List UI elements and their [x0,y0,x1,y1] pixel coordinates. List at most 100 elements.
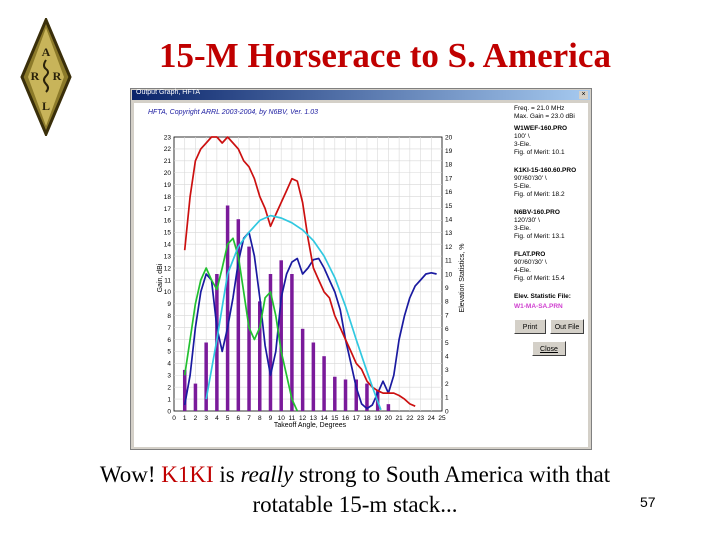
histogram-bar [386,404,391,411]
y-right-tick-label: 18 [445,162,453,169]
plot-frame [173,136,443,412]
station-3-line2: 3-Ele. [514,225,531,232]
y-right-tick-label: 9 [445,285,449,292]
x-tick-label: 20 [385,415,393,422]
close-button[interactable]: Close [532,341,566,356]
hfta-output-window: Output Graph, HFTA × HFTA, Copyright ARR… [130,88,592,450]
series-line-3 [183,237,299,412]
x-tick-label: 23 [417,415,425,422]
y-tick-label: 1 [167,396,171,403]
y-right-tick-label: 0 [445,408,449,415]
print-button[interactable]: Print [514,319,546,334]
y-tick-label: 2 [167,384,171,391]
station-2-line3: Fig. of Merit: 18.2 [514,191,565,198]
station-1-name: W1WEF-160.PRO [514,125,568,132]
x-tick-label: 1 [183,415,187,422]
histogram-bar [268,274,273,411]
y-tick-label: 16 [164,218,172,225]
y-right-tick-label: 14 [445,217,453,224]
histogram-bar [225,205,230,411]
window-titlebar[interactable]: Output Graph, HFTA × [132,89,590,100]
station-2-name: K1KI-15-160.60.PRO [514,167,577,174]
logo-letter-r1: R [31,69,40,83]
logo-letter-l: L [42,99,50,113]
y-right-tick-label: 13 [445,230,453,237]
x-tick-label: 3 [204,415,208,422]
y-right-tick-label: 17 [445,175,453,182]
y-tick-label: 6 [167,337,171,344]
logo-letter-r2: R [53,69,62,83]
arrl-logo-icon: A R R L [20,18,72,136]
station-4-name: FLAT.PRO [514,251,546,258]
caption-text-1: Wow! [99,462,162,487]
x-tick-label: 14 [320,415,328,422]
y-tick-label: 3 [167,373,171,380]
histogram-bar [354,379,358,411]
y-tick-label: 13 [164,253,172,260]
station-4-line1: 90'/60'/30' \ [514,259,547,266]
x-tick-label: 12 [299,415,307,422]
station-1-line2: 3-Ele. [514,141,531,148]
legend-panel: Freq. = 21.0 MHz Max. Gain = 23.0 dBi W1… [512,103,588,447]
x-tick-label: 7 [247,415,251,422]
slide-caption: Wow! K1KI is really strong to South Amer… [60,460,650,520]
histogram-bar [258,301,262,411]
x-tick-label: 15 [331,415,339,422]
y-tick-label: 9 [167,301,171,308]
histogram-bar [333,376,337,411]
x-tick-label: 25 [438,415,446,422]
caption-k1ki: K1KI [161,462,214,487]
y-right-tick-label: 12 [445,244,453,251]
y-right-tick-label: 1 [445,395,449,402]
x-tick-label: 2 [194,415,198,422]
y-right-tick-label: 19 [445,148,453,155]
x-tick-label: 5 [226,415,230,422]
histogram-bar [322,356,326,411]
x-tick-label: 21 [396,415,404,422]
caption-line-2: rotatable 15-m stack... [252,492,458,517]
y-right-axis-label: Elevation Statistics, % [459,244,466,313]
y-tick-label: 18 [164,194,172,201]
caption-text-3: strong to South America with that [293,462,611,487]
x-tick-label: 0 [172,415,176,422]
y-right-tick-label: 20 [445,134,453,141]
y-right-tick-label: 16 [445,189,453,196]
histogram-bar [343,379,348,411]
y-tick-label: 17 [164,206,172,213]
histogram-bar [300,328,305,411]
series-line-4 [205,214,382,411]
y-tick-label: 21 [164,158,172,165]
series-line-1 [183,231,437,410]
x-tick-label: 22 [406,415,414,422]
station-2-line1: 90'/60'/30' \ [514,175,547,182]
y-right-tick-label: 2 [445,381,449,388]
y-tick-label: 20 [164,170,172,177]
station-3-name: N6BV-160.PRO [514,209,560,216]
y-tick-label: 11 [164,277,171,284]
x-tick-label: 6 [237,415,241,422]
y-tick-label: 23 [164,134,172,141]
y-right-tick-label: 5 [445,340,449,347]
max-gain-label: Max. Gain = 23.0 dBi [514,113,575,120]
histogram-bar [193,383,198,411]
station-4-line3: Fig. of Merit: 15.4 [514,275,565,282]
station-2-line2: 5-Ele. [514,183,531,190]
x-tick-label: 11 [289,415,296,422]
y-right-tick-label: 11 [445,258,452,265]
y-tick-label: 4 [167,361,171,368]
elev-stat-file: W1-MA-SA.PRN [514,303,563,310]
histogram-bar [365,383,369,411]
x-tick-label: 19 [374,415,382,422]
y-right-tick-label: 8 [445,299,449,306]
y-right-tick-label: 6 [445,326,449,333]
histogram-bar [236,219,241,411]
out-file-button[interactable]: Out File [550,319,584,334]
y-tick-label: 8 [167,313,171,320]
window-close-icon[interactable]: × [579,91,588,99]
histogram-bar [182,369,187,411]
y-tick-label: 5 [167,349,171,356]
x-tick-label: 24 [428,415,436,422]
station-1-line3: Fig. of Merit: 10.1 [514,149,565,156]
y-tick-label: 12 [164,265,172,272]
y-tick-label: 14 [164,242,172,249]
